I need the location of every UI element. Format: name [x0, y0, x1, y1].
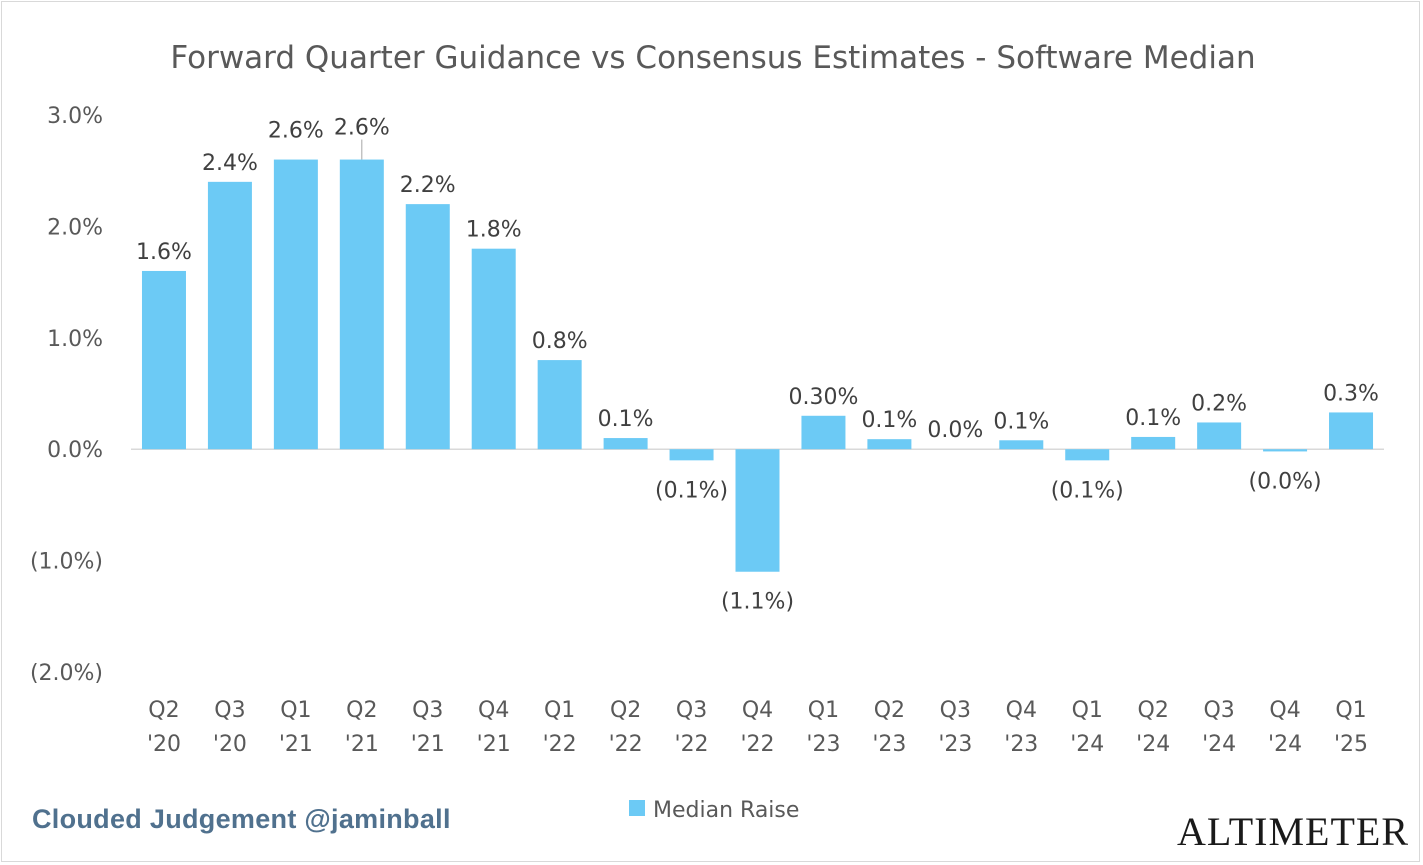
- x-tick-label: '25: [1334, 732, 1368, 757]
- legend-swatch: [629, 800, 645, 816]
- bar: [603, 438, 648, 450]
- altimeter-logo-text: ALTIMETER: [1177, 809, 1409, 854]
- bar: [405, 204, 450, 450]
- x-tick-label: '20: [213, 732, 247, 757]
- bar: [1197, 422, 1242, 450]
- x-tick-label: '22: [609, 732, 643, 757]
- altimeter-logo: ALTIMETER: [1177, 808, 1409, 855]
- x-tick-label: '24: [1070, 732, 1104, 757]
- x-tick-label: '22: [675, 732, 709, 757]
- data-label: 0.30%: [789, 385, 859, 410]
- y-axis: 3.0% 2.0% 1.0% 0.0% (1.0%) (2.0%): [30, 104, 103, 686]
- bars: [141, 159, 1374, 572]
- bar: [669, 449, 714, 461]
- x-tick-label: Q3: [214, 698, 245, 723]
- x-tick-label: '23: [1004, 732, 1038, 757]
- x-tick-label: '23: [938, 732, 972, 757]
- data-labels: 1.6% 2.4% 2.6% 2.6% 2.2% 1.8% 0.8% 0.1% (0.1%) (1…: [136, 116, 1379, 615]
- x-axis: Q2 '20 Q3 '20 Q1 '21 Q2 '21 Q3 '21 Q4 '21 Q1 '22 Q2 '22…: [147, 698, 1368, 757]
- x-tick-label: Q4: [1006, 698, 1037, 723]
- x-tick-label: Q3: [940, 698, 971, 723]
- bar: [207, 181, 252, 450]
- footer-credit: Clouded Judgement @jaminball: [32, 804, 451, 834]
- x-tick-label: Q4: [478, 698, 509, 723]
- y-tick-label: 2.0%: [47, 215, 103, 240]
- y-tick-label: 1.0%: [47, 327, 103, 352]
- x-tick-label: '24: [1136, 732, 1170, 757]
- bar: [1263, 449, 1308, 452]
- x-tick-label: Q1: [280, 698, 311, 723]
- data-label: 2.6%: [334, 116, 390, 141]
- data-label: 0.0%: [927, 418, 983, 443]
- x-tick-label: Q2: [610, 698, 641, 723]
- bar: [1329, 412, 1374, 450]
- data-label: (1.1%): [721, 590, 794, 615]
- y-tick-label: 3.0%: [47, 104, 103, 129]
- x-tick-label: Q4: [1269, 698, 1300, 723]
- data-label: 0.1%: [1125, 406, 1181, 431]
- data-label: 0.2%: [1191, 391, 1247, 416]
- bar: [867, 439, 912, 450]
- data-label: 0.3%: [1323, 381, 1379, 406]
- x-tick-label: '24: [1202, 732, 1236, 757]
- data-label: 1.8%: [466, 218, 522, 243]
- bar: [471, 248, 516, 450]
- x-tick-label: Q3: [676, 698, 707, 723]
- bar: [735, 449, 780, 572]
- data-label: (0.0%): [1249, 469, 1322, 494]
- bar: [273, 159, 318, 450]
- x-tick-label: '21: [411, 732, 445, 757]
- data-label: 0.1%: [993, 409, 1049, 434]
- data-label: 0.1%: [598, 407, 654, 432]
- data-label: 1.6%: [136, 240, 192, 265]
- bar: [999, 440, 1044, 450]
- bar: [1065, 449, 1110, 461]
- x-tick-label: Q2: [874, 698, 905, 723]
- x-tick-label: '21: [477, 732, 511, 757]
- x-tick-label: Q2: [1138, 698, 1169, 723]
- data-label: (0.1%): [1051, 478, 1124, 503]
- bar: [537, 360, 582, 450]
- x-tick-label: '23: [806, 732, 840, 757]
- x-tick-label: Q2: [148, 698, 179, 723]
- x-tick-label: Q3: [1203, 698, 1234, 723]
- data-label: 2.4%: [202, 151, 258, 176]
- data-label: 0.8%: [532, 329, 588, 354]
- data-label: 2.6%: [268, 119, 324, 144]
- data-label: (0.1%): [655, 478, 728, 503]
- bar: [339, 159, 384, 450]
- x-tick-label: Q4: [742, 698, 773, 723]
- bar: [1131, 436, 1176, 450]
- bar: [801, 415, 846, 450]
- x-tick-label: '21: [279, 732, 313, 757]
- x-tick-label: '20: [147, 732, 181, 757]
- x-tick-label: Q1: [808, 698, 839, 723]
- bar: [141, 270, 186, 450]
- data-label: 0.1%: [861, 408, 917, 433]
- x-tick-label: Q1: [1335, 698, 1366, 723]
- legend-label: Median Raise: [653, 798, 799, 823]
- x-tick-label: '23: [872, 732, 906, 757]
- y-tick-label: (2.0%): [30, 661, 103, 686]
- data-label: 2.2%: [400, 173, 456, 198]
- x-tick-label: Q1: [1072, 698, 1103, 723]
- x-tick-label: '24: [1268, 732, 1302, 757]
- y-tick-label: (1.0%): [30, 550, 103, 575]
- chart-title: Forward Quarter Guidance vs Consensus Es…: [170, 40, 1255, 76]
- x-tick-label: Q3: [412, 698, 443, 723]
- legend: Median Raise: [629, 798, 799, 823]
- y-tick-label: 0.0%: [47, 438, 103, 463]
- x-tick-label: '21: [345, 732, 379, 757]
- x-tick-label: Q2: [346, 698, 377, 723]
- x-tick-label: Q1: [544, 698, 575, 723]
- x-tick-label: '22: [740, 732, 774, 757]
- x-tick-label: '22: [543, 732, 577, 757]
